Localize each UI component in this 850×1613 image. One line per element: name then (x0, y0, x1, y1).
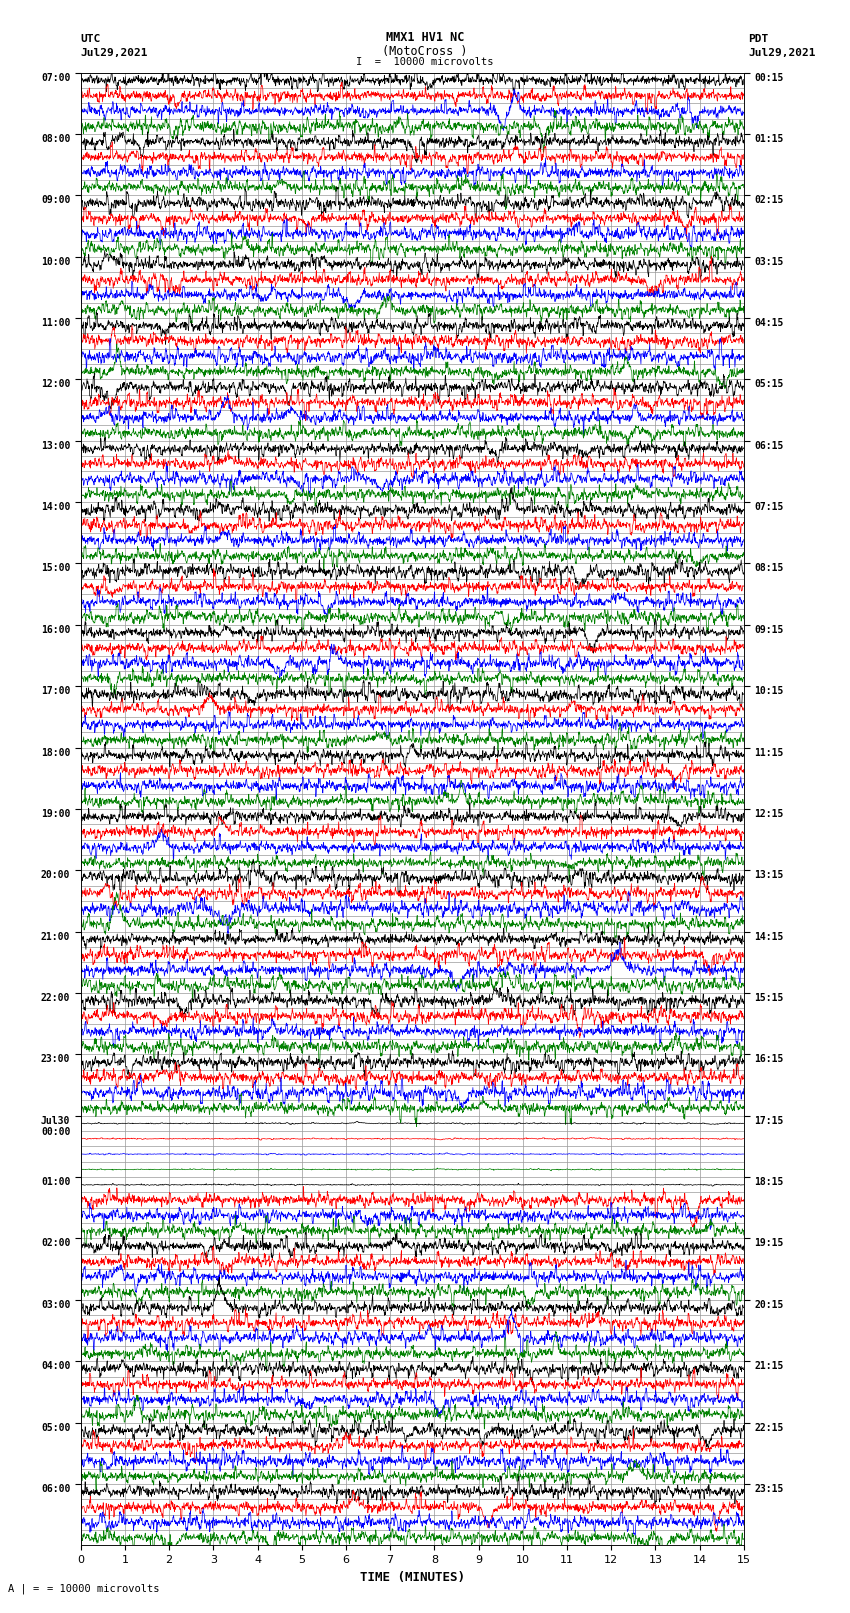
Text: PDT: PDT (748, 34, 768, 44)
Text: MMX1 HV1 NC: MMX1 HV1 NC (386, 31, 464, 44)
Text: UTC: UTC (81, 34, 101, 44)
Text: A | =: A | = (8, 1582, 46, 1594)
Text: Jul29,2021: Jul29,2021 (748, 48, 815, 58)
Text: Jul29,2021: Jul29,2021 (81, 48, 148, 58)
Text: (MotoCross ): (MotoCross ) (382, 45, 468, 58)
Text: = 10000 microvolts: = 10000 microvolts (47, 1584, 159, 1594)
Text: I  =  10000 microvolts: I = 10000 microvolts (356, 56, 494, 66)
X-axis label: TIME (MINUTES): TIME (MINUTES) (360, 1571, 465, 1584)
